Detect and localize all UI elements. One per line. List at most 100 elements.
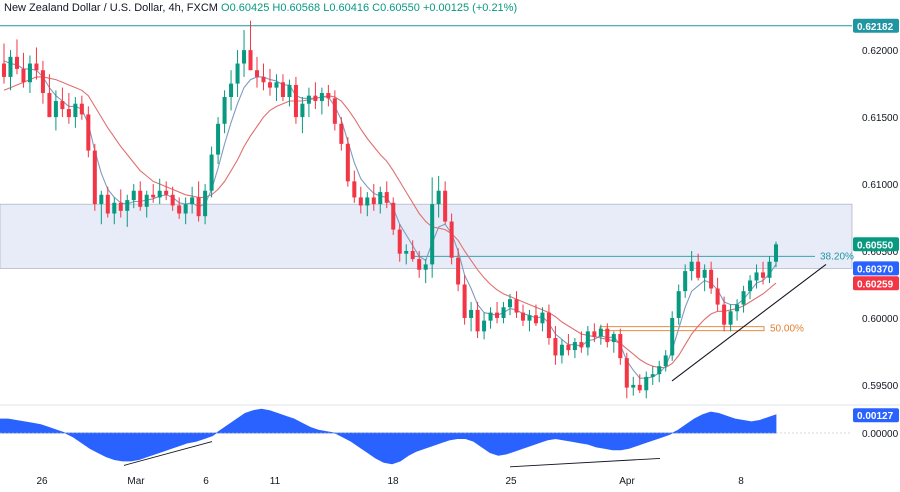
- candle-body: [222, 97, 227, 124]
- candle-body: [592, 331, 597, 337]
- candle-body: [60, 101, 65, 110]
- price-tick-label: 0.60500: [862, 247, 899, 258]
- candle-body: [508, 299, 513, 308]
- candle-body: [183, 204, 188, 214]
- candle-body: [663, 355, 668, 367]
- candle-body: [306, 95, 311, 104]
- candle-body: [86, 114, 91, 151]
- candle-body: [371, 197, 376, 205]
- symbol-header: New Zealand Dollar / U.S. Dollar, 4h, FX…: [4, 2, 517, 14]
- candle-body: [722, 304, 727, 325]
- candle-body: [151, 194, 156, 198]
- candle-body: [462, 284, 467, 318]
- candle-body: [618, 334, 623, 359]
- candle-body: [177, 205, 182, 214]
- open-value: O0.60425: [221, 2, 270, 14]
- candle-body: [293, 84, 298, 118]
- candle-body: [417, 259, 422, 270]
- candle-body: [170, 194, 175, 206]
- candle-body: [456, 257, 461, 285]
- candle-body: [566, 344, 571, 351]
- candle-body: [209, 154, 214, 191]
- candle-body: [430, 204, 435, 265]
- candle-body: [190, 197, 195, 205]
- candle-body: [73, 103, 78, 118]
- price-tick-label: 0.62000: [862, 46, 899, 57]
- candle-body: [657, 366, 662, 375]
- candle-body: [339, 123, 344, 144]
- candle-body: [21, 68, 26, 83]
- candle-body: [99, 194, 104, 205]
- candle-body: [216, 123, 221, 155]
- candle-body: [533, 315, 538, 324]
- osc-tag-bg: [853, 408, 899, 423]
- candle-body: [66, 109, 71, 118]
- candle-body: [773, 244, 779, 262]
- candle-body: [735, 304, 740, 312]
- x-axis-label: 18: [387, 476, 399, 487]
- candle-body: [53, 101, 58, 118]
- price-tag-label: 0.60259: [857, 279, 894, 290]
- price-tag-label: 0.62182: [857, 22, 894, 33]
- candle-body: [47, 92, 52, 118]
- candle-body: [670, 317, 675, 356]
- candle-body: [404, 251, 409, 254]
- price-tick-label: 0.59500: [862, 381, 899, 392]
- x-axis-label: Mar: [127, 476, 145, 487]
- candle-body: [611, 334, 616, 343]
- candle-body: [326, 92, 331, 99]
- candle-body: [572, 342, 577, 351]
- candle-body: [475, 309, 480, 332]
- candle-body: [585, 331, 590, 348]
- divergence-line: [123, 441, 213, 466]
- price-tag-bg: [853, 276, 899, 291]
- candle-body: [157, 190, 162, 198]
- candle-body: [235, 63, 240, 84]
- change-value: +0.00125 (+0.21%): [422, 2, 518, 14]
- candle-body: [436, 190, 441, 205]
- candle-body: [378, 192, 383, 205]
- candle-body: [767, 261, 772, 278]
- candle-body: [423, 264, 428, 270]
- candle-body: [527, 315, 532, 321]
- oscillator-area: [0, 408, 777, 465]
- candle-body: [410, 251, 415, 260]
- ma-slow-line: [3, 76, 777, 369]
- candle-body: [579, 342, 584, 348]
- candle-body: [702, 269, 707, 278]
- candle-body: [748, 280, 753, 292]
- candle-body: [79, 103, 84, 115]
- candle-body: [761, 272, 766, 278]
- candle-body: [332, 98, 337, 124]
- candle-body: [92, 150, 97, 205]
- candle-body: [118, 202, 123, 211]
- ascending-trendline: [671, 263, 827, 382]
- x-axis-label: 8: [738, 476, 744, 487]
- candle-body: [482, 320, 487, 332]
- candle-body: [248, 50, 253, 71]
- candle-body: [203, 190, 208, 217]
- x-axis-label: 25: [505, 476, 517, 487]
- x-axis-label: 26: [36, 476, 48, 487]
- candle-body: [138, 190, 143, 207]
- candle-body: [689, 261, 694, 272]
- candle-body: [397, 229, 402, 254]
- candle-body: [469, 309, 474, 318]
- candle-body: [164, 190, 169, 195]
- candle-body: [495, 312, 500, 318]
- candle-body: [637, 384, 642, 391]
- candle-body: [443, 190, 448, 222]
- x-axis-label: 11: [270, 476, 281, 487]
- candle-body: [34, 63, 39, 71]
- candle-body: [559, 344, 564, 356]
- candle-body: [254, 70, 260, 77]
- candle-body: [352, 181, 357, 198]
- candle-body: [1, 63, 7, 77]
- candle-body: [280, 82, 285, 98]
- candle-body: [488, 312, 493, 321]
- candle-body: [631, 384, 636, 388]
- low-value: L0.60416: [323, 2, 370, 14]
- candle-body: [242, 50, 247, 64]
